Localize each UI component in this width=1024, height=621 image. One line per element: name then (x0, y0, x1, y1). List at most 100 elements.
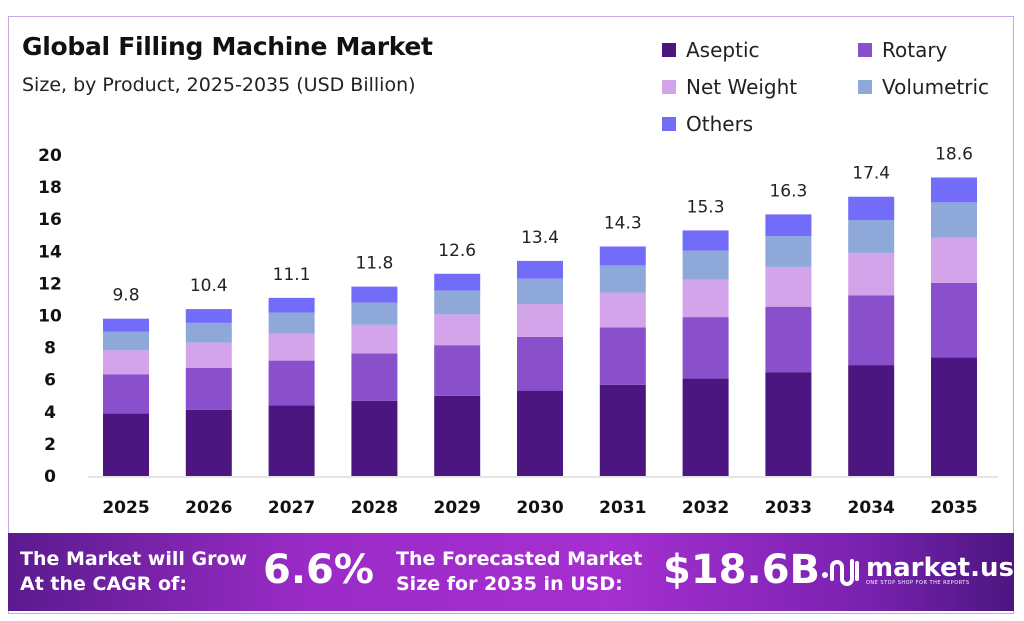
bar-segment-net-weight (103, 350, 149, 375)
bar-segment-others (351, 286, 398, 303)
x-tick-label: 2035 (930, 498, 977, 518)
total-data-label: 17.4 (852, 164, 890, 184)
bar-segment-net-weight (599, 292, 646, 328)
bar-segment-volumetric (931, 202, 977, 238)
chart-title: Global Filling Machine Market (22, 32, 433, 61)
bar-segment-volumetric (103, 331, 149, 351)
y-tick-label: 20 (38, 146, 62, 166)
bar-segment-rotary (185, 367, 232, 410)
bar-segment-aseptic (268, 405, 315, 476)
bar-segment-others (765, 214, 812, 237)
x-tick-label: 2031 (599, 498, 646, 518)
forecast-label-line1: The Forecasted Market (396, 548, 643, 570)
y-tick-label: 6 (44, 371, 56, 391)
y-tick-label: 2 (44, 435, 56, 455)
legend-swatch (858, 80, 872, 94)
cagr-label-line2: At the CAGR of: (20, 573, 187, 595)
legend-swatch (858, 43, 872, 57)
legend-label: Rotary (882, 38, 948, 62)
bar-segment-others (517, 260, 563, 279)
bar-segment-rotary (351, 353, 398, 401)
total-data-label: 9.8 (112, 286, 139, 306)
x-tick-label: 2025 (102, 498, 149, 518)
total-data-label: 13.4 (521, 228, 559, 248)
logo-tagline: ONE STOP SHOP FOR THE REPORTS (866, 580, 970, 586)
total-data-label: 16.3 (769, 181, 807, 201)
legend-item-volumetric: Volumetric (858, 75, 989, 99)
legend-label: Volumetric (882, 75, 990, 99)
y-tick-label: 18 (38, 178, 62, 198)
x-tick-label: 2029 (434, 498, 481, 518)
y-tick-label: 14 (38, 242, 62, 262)
bar-segment-volumetric (765, 236, 812, 267)
total-data-label: 10.4 (190, 276, 228, 296)
bar-segment-aseptic (434, 395, 481, 476)
chart-frame (8, 16, 1014, 614)
legend-label: Others (686, 112, 754, 136)
bar-segment-volumetric (351, 302, 398, 325)
y-tick-label: 0 (44, 467, 56, 487)
legend-item-rotary: Rotary (858, 38, 947, 62)
bar-segment-others (599, 246, 646, 266)
bar-segment-aseptic (351, 400, 398, 476)
forecast-label: The Forecasted Market Size for 2035 in US… (396, 547, 642, 597)
bar-segment-others (103, 318, 149, 332)
stacked-bar-chart: 0 2 4 6 8 10 12 14 16 18 20 9.8 2025 10.4 2026 11.1 2027… (38, 144, 998, 518)
x-tick-label: 2034 (848, 498, 895, 518)
y-tick-label: 4 (44, 403, 56, 423)
bar-segment-rotary (268, 360, 315, 406)
legend-swatch (662, 80, 676, 94)
bar-segment-net-weight (765, 266, 812, 307)
legend-item-aseptic: Aseptic (662, 38, 760, 62)
bar-segment-volumetric (599, 265, 646, 293)
total-data-label: 11.8 (355, 254, 393, 274)
bar-segment-rotary (848, 295, 895, 366)
bar-segment-net-weight (268, 333, 315, 361)
y-tick-label: 8 (44, 339, 56, 359)
bar-segment-rotary (931, 282, 977, 358)
bar-segment-volumetric (848, 220, 895, 253)
bar-segment-others (931, 177, 977, 203)
legend-item-others: Others (662, 112, 753, 136)
bar-segment-aseptic (103, 413, 149, 476)
bar-segment-rotary (765, 306, 812, 373)
forecast-value: $18.6B (663, 547, 821, 593)
bar-segment-net-weight (185, 342, 232, 368)
x-tick-label: 2026 (185, 498, 232, 518)
chart-subtitle: Size, by Product, 2025-2035 (USD Billion… (22, 74, 416, 96)
logo-text: market.us (866, 553, 1014, 583)
legend-item-net-weight: Net Weight (662, 75, 797, 99)
y-tick-label: 12 (38, 274, 62, 294)
total-data-label: 12.6 (438, 241, 476, 261)
bar-segment-net-weight (351, 324, 398, 354)
y-tick-label: 16 (38, 210, 62, 230)
bar-segment-others (268, 297, 315, 313)
market-us-logo: market.us ONE STOP SHOP FOR THE REPORTS (820, 553, 1014, 589)
cagr-value: 6.6% (263, 547, 374, 593)
summary-banner: The Market will Grow At the CAGR of: 6.6%… (8, 533, 1014, 611)
bar-segment-aseptic (517, 390, 563, 476)
bar-segment-volumetric (682, 250, 729, 280)
bar-segment-volumetric (185, 322, 232, 343)
bar-segment-aseptic (599, 384, 646, 476)
bar-segment-net-weight (434, 314, 481, 346)
bar-segment-others (848, 196, 895, 221)
bar-segment-others (434, 273, 481, 291)
bar-segment-others (682, 230, 729, 251)
cagr-label-line1: The Market will Grow (20, 548, 248, 570)
x-tick-label: 2030 (516, 498, 563, 518)
total-data-label: 14.3 (604, 213, 642, 233)
bar-segment-net-weight (517, 304, 563, 337)
y-tick-label: 10 (38, 307, 62, 327)
bar-segment-aseptic (185, 409, 232, 476)
legend-label: Net Weight (686, 75, 798, 99)
bar-segment-rotary (434, 345, 481, 396)
bar-segment-volumetric (517, 278, 563, 305)
logo-icon (822, 559, 859, 586)
bar-segment-aseptic (931, 357, 977, 476)
bar-segment-rotary (599, 327, 646, 385)
legend-swatch (662, 117, 676, 131)
legend-label: Aseptic (686, 38, 760, 62)
bar-segment-aseptic (765, 372, 812, 476)
x-tick-label: 2033 (765, 498, 812, 518)
